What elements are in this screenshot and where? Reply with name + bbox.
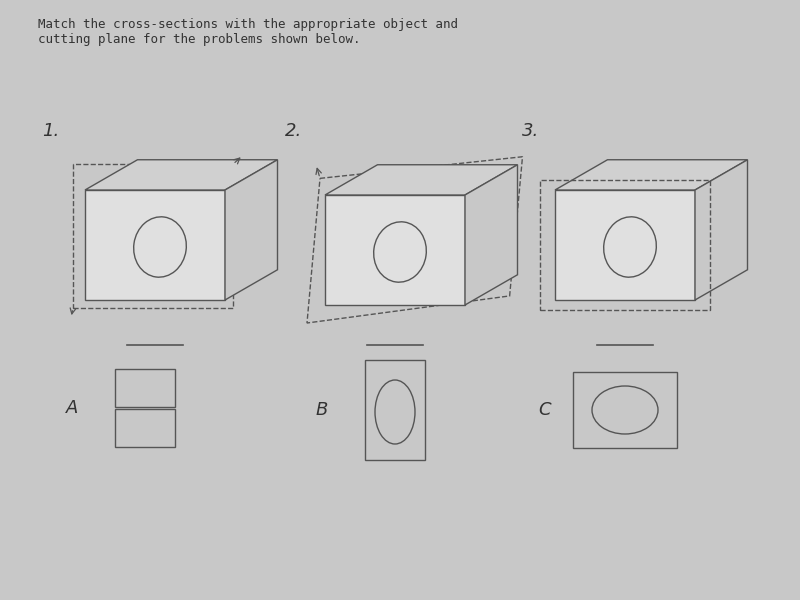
Text: A: A	[66, 399, 78, 417]
Text: 3.: 3.	[522, 122, 539, 140]
Polygon shape	[325, 195, 465, 305]
Text: C: C	[538, 401, 551, 419]
Text: cutting plane for the problems shown below.: cutting plane for the problems shown bel…	[38, 33, 361, 46]
Polygon shape	[325, 165, 518, 195]
Polygon shape	[555, 160, 747, 190]
Polygon shape	[555, 190, 695, 300]
Text: B: B	[316, 401, 328, 419]
Polygon shape	[465, 165, 518, 305]
Polygon shape	[225, 160, 278, 300]
Polygon shape	[695, 160, 747, 300]
Text: 2.: 2.	[285, 122, 302, 140]
Text: Match the cross-sections with the appropriate object and: Match the cross-sections with the approp…	[38, 18, 458, 31]
Polygon shape	[85, 160, 278, 190]
Polygon shape	[85, 190, 225, 300]
Text: 1.: 1.	[42, 122, 59, 140]
